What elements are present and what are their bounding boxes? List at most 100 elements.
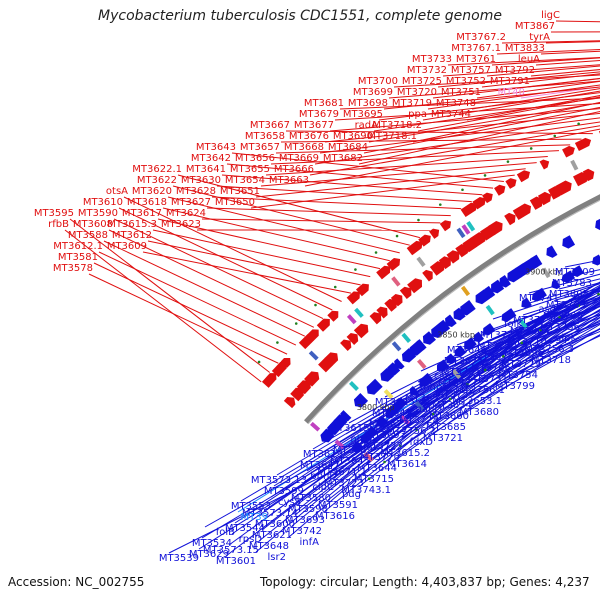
- forward-gene-arrow: [555, 180, 572, 196]
- tick-dot: [597, 292, 600, 296]
- feature-tracks: [257, 122, 600, 481]
- reverse-leader-line: [261, 332, 519, 531]
- forward-leader-line: [329, 108, 600, 132]
- forward-gene-label: MT3698: [348, 98, 388, 109]
- forward-gene-arrow: [369, 312, 382, 325]
- forward-leader-line: [280, 138, 582, 143]
- forward-leader-line: [157, 218, 381, 270]
- forward-gene-label: MT3578: [53, 263, 93, 274]
- reverse-gene-label: MT3727: [438, 378, 478, 389]
- forward-gene-arrow: [355, 283, 369, 297]
- reverse-gene-label: MT3678: [474, 352, 514, 363]
- reverse-gene-label: MT3728: [399, 415, 439, 426]
- forward-leader-line: [334, 102, 600, 121]
- genome-backbone: [304, 194, 600, 425]
- tick-dot: [553, 134, 557, 138]
- reverse-leader-line: [234, 360, 482, 524]
- reverse-gene-label: MT3754: [498, 370, 538, 381]
- forward-gene-label: MT3642: [191, 153, 231, 164]
- forward-gene-label: MT3720: [397, 87, 437, 98]
- forward-gene-arrow: [376, 306, 388, 319]
- forward-gene-label: leuA: [518, 54, 540, 65]
- reverse-gene-label: MT3701: [441, 367, 481, 378]
- reverse-gene-label: MT3706: [471, 363, 511, 374]
- forward-gene-label: MT3867: [515, 21, 555, 32]
- reverse-gene-label: MT3573.15: [203, 545, 259, 556]
- reverse-gene-arrow: [473, 331, 485, 343]
- reverse-gene-label: panD: [415, 404, 442, 415]
- reverse-gene-label: MT3599: [264, 486, 304, 497]
- forward-gene-arrow: [582, 168, 595, 182]
- forward-leader-line: [388, 80, 600, 99]
- reverse-gene-arrow: [482, 323, 496, 336]
- reverse-gene-label: MT3736: [540, 322, 580, 333]
- feature-marker: [541, 267, 551, 279]
- reverse-gene-arrow: [416, 339, 427, 351]
- reverse-gene-label: lsr2: [268, 552, 286, 563]
- forward-gene-arrow: [505, 178, 517, 189]
- feature-marker: [485, 304, 495, 316]
- reverse-gene-label: MT3741: [519, 293, 559, 304]
- forward-leader-line: [324, 112, 600, 143]
- reverse-gene-label: MT3598: [288, 504, 328, 515]
- reverse-gene-label: MT3742: [282, 526, 322, 537]
- forward-leader-line: [231, 152, 504, 183]
- forward-gene-arrow: [290, 387, 304, 402]
- forward-gene-arrow: [455, 243, 469, 258]
- forward-gene-label: MT3656: [235, 153, 275, 164]
- tick-dot: [395, 234, 399, 238]
- forward-gene-arrow: [429, 261, 445, 276]
- reverse-gene-arrow: [571, 265, 584, 277]
- forward-gene-arrow: [390, 294, 403, 307]
- reverse-gene-label: MT3616: [315, 511, 355, 522]
- reverse-gene-label: MT3729: [501, 359, 541, 370]
- reverse-gene-label: MT3756.3: [524, 344, 574, 355]
- reverse-gene-label: MT3644: [357, 463, 397, 474]
- forward-gene-label: MT3682: [323, 153, 363, 164]
- reverse-gene-arrow: [431, 323, 446, 338]
- reverse-leader-line: [513, 313, 600, 349]
- reverse-gene-arrow: [445, 314, 457, 327]
- forward-gene-label: MT3725: [402, 76, 442, 87]
- reverse-gene-arrow: [367, 425, 378, 436]
- reverse-leader-line: [324, 285, 600, 512]
- reverse-leader-line: [507, 328, 600, 371]
- reverse-gene-label: MT3680: [459, 407, 499, 418]
- forward-leader-line: [412, 101, 600, 143]
- forward-gene-label: MT3681: [304, 98, 344, 109]
- tick-dot: [483, 368, 487, 372]
- reverse-gene-label: MT3647: [300, 460, 340, 471]
- forward-gene-label: MT3641: [186, 164, 226, 175]
- reverse-gene-label: rpsD: [239, 534, 263, 545]
- reverse-leader-line: [396, 316, 600, 460]
- forward-gene-arrow: [482, 192, 493, 204]
- forward-gene-arrow: [574, 137, 592, 152]
- forward-gene-label: MT3668: [284, 142, 324, 153]
- reverse-gene-label: nhoA: [350, 434, 376, 445]
- forward-leader-line: [108, 229, 315, 328]
- reverse-leader-line: [360, 302, 600, 486]
- reverse-leader-line: [474, 322, 600, 386]
- tick-dot: [577, 122, 580, 126]
- reverse-gene-label: MT3648: [249, 541, 289, 552]
- reverse-gene-label: MT3649: [372, 408, 412, 419]
- tick-dot: [502, 354, 505, 358]
- forward-leader-line: [69, 218, 271, 373]
- map-title: Mycobacterium tuberculosis CDC1551, comp…: [98, 8, 502, 24]
- reverse-leader-line: [258, 336, 513, 542]
- reverse-leader-line: [201, 399, 435, 539]
- forward-leader-line: [201, 218, 441, 224]
- forward-leader-line: [226, 163, 494, 189]
- reverse-gene-label: MT3710: [507, 337, 547, 348]
- feature-marker: [466, 221, 476, 232]
- forward-gene-label: MT3761: [456, 54, 496, 65]
- forward-gene-label: MT3695: [343, 109, 383, 120]
- reverse-leader-line: [228, 369, 470, 546]
- forward-gene-label: MT3657: [240, 142, 280, 153]
- reverse-gene-arrow: [501, 308, 517, 322]
- reverse-gene-arrow: [454, 345, 467, 358]
- forward-gene-label: MT3718.2: [372, 120, 422, 131]
- forward-gene-label: MT3615.3: [107, 219, 157, 230]
- reverse-gene-arrow: [529, 254, 543, 268]
- reverse-gene-label: MT3544: [225, 523, 265, 534]
